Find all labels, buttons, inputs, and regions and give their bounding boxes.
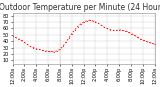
Title: Outdoor Temperature per Minute (24 Hours): Outdoor Temperature per Minute (24 Hours…: [0, 3, 160, 12]
